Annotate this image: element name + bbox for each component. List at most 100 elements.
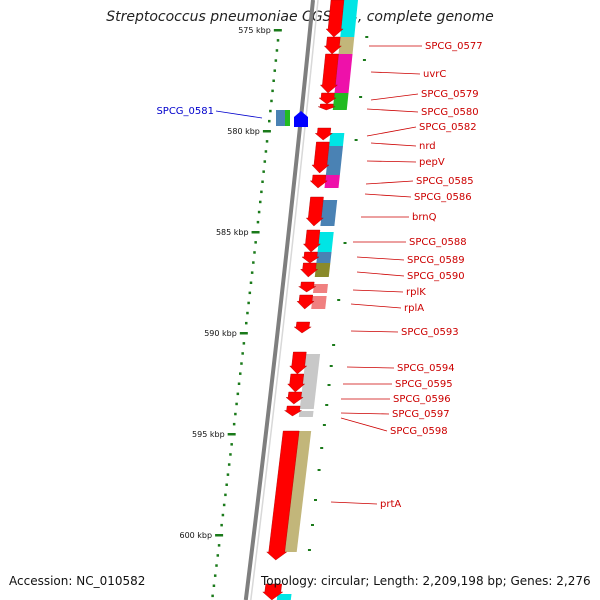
track-tick — [343, 242, 347, 244]
cog-box — [340, 0, 358, 37]
ruler-minor-tick — [271, 89, 274, 93]
gene-labels: SPCG_0577 uvrC SPCG_0579 SPCG_0580 SPCG_0581… — [156, 41, 482, 510]
gene-label: SPCG_0588 — [409, 237, 467, 248]
cog-box — [334, 54, 353, 93]
cog-box — [298, 411, 314, 417]
ruler-minor-tick — [213, 574, 217, 577]
label-leader — [365, 180, 414, 185]
label-leader — [356, 271, 405, 277]
gene-arrow — [262, 583, 284, 600]
gene-label: SPCG_0597 — [392, 409, 450, 420]
track-tick — [329, 365, 333, 367]
label-leader — [330, 501, 378, 505]
ruler-label: 600 kbp — [179, 531, 212, 540]
ruler-major-tick — [273, 29, 282, 32]
ruler-minor-tick — [217, 544, 221, 547]
label-leader — [340, 417, 388, 432]
gene-label: SPCG_0577 — [425, 41, 483, 52]
gene-label: rplK — [406, 287, 426, 298]
cog-box — [276, 594, 292, 600]
ruler-major-tick — [227, 433, 236, 436]
gene-arrow — [298, 281, 317, 293]
cog-box — [332, 93, 349, 110]
ruler-minor-tick — [268, 119, 271, 123]
track-tick — [314, 499, 317, 501]
ruler-minor-tick — [245, 321, 248, 325]
ruler-minor-tick — [229, 453, 232, 456]
track-tick — [359, 96, 363, 98]
ruler-major-tick — [251, 231, 260, 234]
label-leader — [370, 71, 421, 75]
cog-track — [276, 0, 358, 600]
ruler-minor-tick — [261, 180, 264, 183]
ruler-minor-tick — [246, 311, 249, 315]
ruler-minor-tick — [230, 443, 233, 446]
gene-label: SPCG_0594 — [397, 363, 455, 374]
ruler-minor-tick — [239, 372, 242, 375]
ruler-minor-tick — [269, 109, 272, 113]
forward-gene-box — [276, 110, 286, 126]
track-tick — [337, 299, 341, 301]
gene-arrow — [301, 251, 320, 264]
gene-arrow — [325, 0, 345, 38]
track-tick — [320, 447, 324, 449]
label-leader — [366, 126, 417, 137]
gene-label: SPCG_0579 — [421, 89, 479, 100]
track-tick — [365, 36, 369, 38]
ruler-minor-tick — [254, 241, 257, 244]
label-leader — [366, 160, 417, 163]
gene-arrow — [309, 174, 328, 189]
gene-arrow — [305, 196, 324, 227]
gene-label: SPCG_0582 — [419, 122, 477, 133]
ruler-minor-tick — [274, 59, 278, 62]
ruler-minor-tick — [236, 392, 240, 396]
cog-box — [316, 252, 332, 263]
ruler-minor-tick — [260, 190, 263, 194]
cog-box — [317, 232, 334, 252]
ruler-minor-tick — [247, 301, 250, 305]
ruler-major-tick — [262, 130, 271, 133]
ruler-minor-tick — [248, 291, 252, 295]
ruler-labels: 575 kbp 580 kbp 585 kbp 590 kbp 595 kbp 600 k… — [179, 26, 270, 540]
cog-box — [338, 37, 355, 54]
gene-label: brnQ — [412, 212, 437, 223]
ruler-minor-tick — [273, 69, 277, 72]
ruler-minor-tick — [221, 513, 225, 517]
gene-arrow — [323, 36, 342, 55]
ruler-minor-tick — [212, 584, 216, 587]
forward-gene-box — [285, 110, 290, 126]
cog-box — [320, 200, 338, 226]
ruler-minor-tick — [272, 79, 275, 82]
cog-box — [282, 431, 312, 552]
gene-label: SPCG_0581 — [156, 106, 214, 117]
track-tick — [325, 404, 329, 406]
ruler-major-tick — [239, 332, 248, 335]
ruler-label: 580 kbp — [227, 127, 260, 136]
ruler-label: 595 kbp — [192, 430, 225, 439]
label-leader — [350, 303, 402, 309]
ruler-minor-tick — [259, 200, 262, 204]
genome-backbone — [243, 0, 319, 600]
ruler-minor-tick — [225, 483, 228, 486]
ruler-minor-tick — [252, 261, 255, 264]
gene-label: SPCG_0593 — [401, 327, 459, 338]
label-leader — [215, 110, 263, 119]
label-leader — [370, 93, 419, 101]
ruler-minor-tick — [224, 493, 227, 497]
ruler-minor-tick — [215, 564, 218, 567]
gene-arrow — [283, 405, 303, 417]
cog-box — [325, 146, 343, 175]
gene-arrow-prtA — [266, 430, 300, 561]
gene-label: SPCG_0586 — [414, 192, 472, 203]
ruler-label: 585 kbp — [216, 228, 249, 237]
label-leader — [364, 193, 412, 198]
gene-label: rplA — [404, 303, 424, 314]
label-leader — [340, 412, 390, 415]
gene-label: SPCG_0590 — [407, 271, 465, 282]
ruler-minor-tick — [234, 412, 237, 416]
label-leaders — [215, 45, 422, 505]
ruler-minor-tick — [232, 422, 236, 426]
track-tick — [354, 139, 358, 141]
ruler-minor-tick — [226, 473, 230, 476]
